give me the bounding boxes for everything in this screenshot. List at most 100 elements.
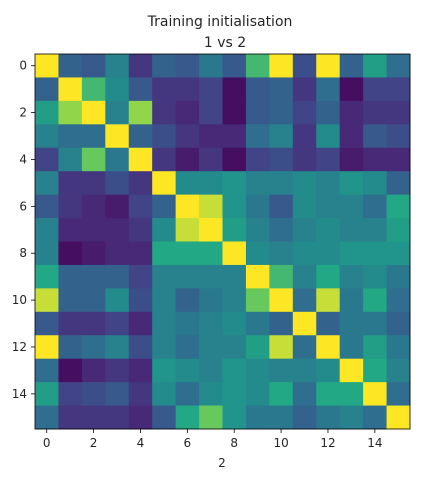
heatmap-cell (105, 241, 130, 266)
heatmap-cell (105, 100, 130, 125)
heatmap-cell (175, 335, 200, 360)
heatmap-cell (199, 77, 223, 102)
heatmap-cell (386, 288, 411, 313)
heatmap-cell (199, 54, 223, 78)
heatmap-cell (292, 194, 317, 219)
heatmap-cell (128, 124, 153, 149)
heatmap-cell (386, 218, 411, 242)
heatmap-cell (269, 194, 294, 219)
heatmap-cell (152, 335, 177, 360)
heatmap-cell (35, 405, 59, 430)
chart-title: Training initialisation (147, 14, 293, 30)
heatmap-cell (339, 147, 364, 172)
heatmap-cell (128, 194, 153, 219)
heatmap-cell (339, 218, 364, 242)
x-tick-label: 6 (184, 436, 192, 450)
heatmap-cell (105, 264, 130, 289)
heatmap-cell (199, 218, 223, 242)
heatmap-cell (292, 77, 317, 102)
heatmap-cell (269, 358, 294, 383)
heatmap-cell (128, 218, 153, 242)
heatmap-cell (222, 54, 247, 78)
heatmap-cell (316, 288, 341, 313)
heatmap-cell (292, 335, 317, 360)
heatmap-cell (363, 241, 387, 266)
heatmap-cell (175, 405, 200, 430)
heatmap-cell (269, 147, 294, 172)
heatmap-cell (128, 54, 153, 78)
heatmap-cell (386, 77, 411, 102)
heatmap-cell (152, 264, 177, 289)
heatmap-cell (386, 194, 411, 219)
heatmap-cell (316, 335, 341, 360)
heatmap-cell (316, 382, 341, 406)
heatmap-cell (386, 124, 411, 149)
heatmap-cell (363, 335, 387, 360)
heatmap-cell (199, 100, 223, 125)
heatmap-cell (386, 100, 411, 125)
heatmap-cell (269, 405, 294, 430)
heatmap-cell (105, 382, 130, 406)
heatmap-cell (363, 358, 387, 383)
heatmap-cell (58, 171, 83, 196)
x-tick-label: 2 (90, 436, 98, 450)
heatmap-cell (35, 77, 59, 102)
heatmap-cell (199, 358, 223, 383)
heatmap-cell (269, 124, 294, 149)
heatmap-cell (175, 288, 200, 313)
heatmap-cell (292, 241, 317, 266)
y-tick-label: 8 (19, 246, 27, 260)
heatmap-cell (175, 54, 200, 78)
heatmap-cell (316, 218, 341, 242)
heatmap-cell (81, 264, 106, 289)
heatmap-cell (245, 100, 270, 125)
heatmap-cell (316, 77, 341, 102)
heatmap-cell (292, 382, 317, 406)
x-tick-label: 12 (320, 436, 335, 450)
y-tick-label: 12 (12, 340, 27, 354)
x-tick-label: 4 (137, 436, 145, 450)
heatmap-cells (35, 54, 411, 430)
heatmap-cell (316, 100, 341, 125)
heatmap-cell (58, 335, 83, 360)
heatmap-cell (81, 218, 106, 242)
plot-frame (34, 53, 411, 430)
heatmap-cell (35, 358, 59, 383)
heatmap-cell (105, 54, 130, 78)
heatmap-cell (245, 382, 270, 406)
heatmap-cell (222, 288, 247, 313)
heatmap-cell (316, 405, 341, 430)
heatmap-cell (316, 171, 341, 196)
heatmap-cell (199, 405, 223, 430)
heatmap-cell (128, 241, 153, 266)
heatmap-cell (105, 311, 130, 336)
y-tick-label: 6 (19, 199, 27, 213)
heatmap-cell (339, 264, 364, 289)
heatmap-cell (199, 171, 223, 196)
heatmap-cell (245, 288, 270, 313)
heatmap-cell (58, 218, 83, 242)
heatmap-cell (339, 241, 364, 266)
heatmap-cell (269, 218, 294, 242)
x-tick-label: 8 (230, 436, 238, 450)
x-tick-label: 10 (273, 436, 288, 450)
heatmap-cell (175, 358, 200, 383)
x-axis-label: 2 (218, 456, 226, 470)
heatmap-cell (81, 405, 106, 430)
heatmap-cell (386, 147, 411, 172)
heatmap-cell (105, 405, 130, 430)
heatmap-cell (199, 264, 223, 289)
x-tick-label: 0 (43, 436, 51, 450)
heatmap-cell (245, 264, 270, 289)
heatmap-cell (35, 264, 59, 289)
heatmap-cell (269, 335, 294, 360)
heatmap-cell (175, 100, 200, 125)
heatmap-cell (35, 218, 59, 242)
heatmap-cell (35, 124, 59, 149)
heatmap-cell (222, 124, 247, 149)
heatmap-cell (81, 100, 106, 125)
heatmap-cell (81, 171, 106, 196)
heatmap-cell (152, 218, 177, 242)
heatmap-cell (105, 358, 130, 383)
